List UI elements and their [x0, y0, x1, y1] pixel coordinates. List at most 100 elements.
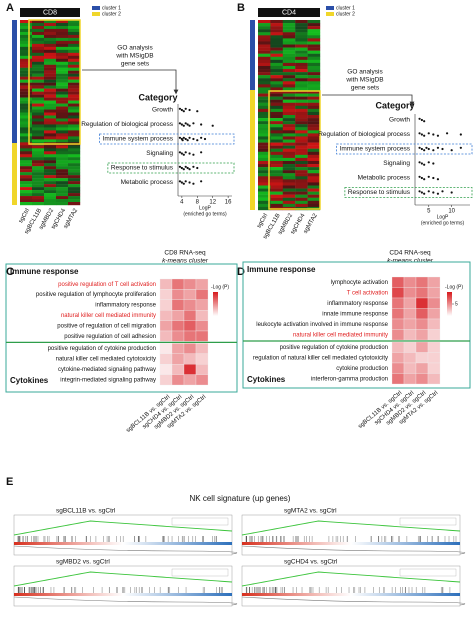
heatmap-cell	[258, 130, 271, 134]
heatmap-cell	[258, 160, 271, 165]
heatmap-cell	[68, 70, 81, 74]
heatmap-cell	[295, 167, 308, 171]
heatmap-cell	[44, 196, 57, 200]
heatmap-cell	[68, 157, 81, 161]
heatmap-cell	[307, 93, 321, 97]
heatmap-cell	[56, 40, 69, 45]
dot	[427, 175, 430, 178]
heatmap-cell	[258, 26, 271, 30]
heatmap-cell	[171, 320, 185, 332]
heatmap-cell	[44, 181, 57, 185]
dot	[182, 110, 185, 113]
heatmap-cell	[270, 65, 283, 70]
heatmap-cell	[282, 96, 296, 100]
heatmap-cell	[195, 278, 209, 290]
heatmap-cell	[258, 170, 271, 174]
heatmap-cell	[403, 276, 417, 288]
heatmap-cell	[295, 127, 308, 131]
heatmap-cell	[427, 362, 441, 374]
category-label: Response to stimulus	[348, 189, 411, 196]
heatmap-cell	[295, 50, 308, 54]
heatmap-cell	[391, 297, 405, 309]
heatmap-cell	[159, 278, 173, 290]
heatmap-cell	[282, 35, 296, 39]
heatmap-cell	[183, 278, 197, 290]
heatmap-cell	[282, 32, 296, 36]
heatmap-cell	[282, 200, 296, 205]
dot	[420, 118, 423, 122]
heatmap-cell	[307, 111, 321, 116]
heatmap-cell	[258, 65, 271, 70]
legend-label: cluster 2	[336, 11, 355, 17]
heatmap-cell	[56, 52, 69, 57]
heatmap-cell	[282, 188, 296, 192]
dot	[200, 123, 203, 126]
heatmap-cell	[32, 133, 45, 137]
heatmap-cell	[44, 184, 57, 188]
heatmap-cell	[20, 97, 33, 101]
heatmap-cell	[20, 76, 33, 80]
heatmap-cell	[258, 87, 271, 91]
heatmap-cell	[258, 194, 271, 198]
dot	[420, 147, 423, 151]
heatmap-cell	[307, 78, 321, 82]
heatmap-cell	[307, 108, 321, 113]
enrichment-curve	[241, 520, 461, 536]
cluster-box	[268, 90, 321, 210]
heatmap-cell	[415, 297, 429, 309]
heatmap-cell	[427, 341, 441, 353]
legend-label: cluster 1	[102, 5, 121, 11]
dot	[423, 178, 426, 181]
heatmap-cell	[307, 194, 321, 198]
heatmap-cell	[68, 40, 81, 45]
heatmap-cell	[295, 69, 308, 73]
panel-label: B	[237, 2, 245, 14]
heatmap-cell	[282, 164, 296, 168]
heatmap-cell	[295, 81, 308, 85]
heatmap-cell	[391, 352, 405, 364]
heatmap-cell	[295, 203, 308, 208]
heatmap-cell	[282, 170, 296, 174]
dot	[192, 153, 195, 156]
heatmap-cell	[56, 67, 69, 71]
heatmap-cell	[282, 173, 296, 177]
heatmap-cell	[403, 308, 417, 320]
heatmap-cell	[282, 118, 296, 122]
heatmap-cell	[68, 196, 81, 200]
heatmap-cell	[20, 136, 33, 140]
heatmap-cell	[44, 79, 57, 83]
heatmap-cell	[32, 127, 45, 131]
heatmap-cell	[295, 182, 308, 186]
category-label: Immune system process	[103, 136, 174, 143]
dot	[182, 136, 185, 139]
heatmap-cell	[270, 197, 283, 202]
heatmap-cell	[32, 199, 45, 203]
heatmap-cell	[68, 145, 81, 149]
heatmap-cell	[32, 184, 45, 188]
heatmap-cell	[68, 49, 81, 54]
heatmap-cell	[403, 352, 417, 364]
heatmap-cell	[20, 61, 33, 65]
heatmap-cell	[307, 182, 321, 186]
row-label: positive regulation of T cell activation	[58, 282, 156, 288]
heatmap-cell	[295, 111, 308, 116]
heatmap-cell	[295, 26, 308, 30]
x-tick-label: 5	[427, 209, 431, 215]
heatmap-cell	[282, 59, 296, 64]
colorbar-tick-label: 5	[455, 301, 458, 307]
heatmap-cell	[68, 25, 81, 30]
heatmap-cell	[56, 139, 69, 143]
heatmap-cell	[295, 90, 308, 94]
row-label: leukocyte activation involved in immune …	[256, 322, 388, 328]
heatmap-cell	[32, 37, 45, 42]
dot	[436, 178, 440, 181]
dot	[436, 134, 440, 137]
heatmap-cell	[68, 88, 81, 92]
heatmap-cell	[282, 111, 296, 116]
heatmap-cell	[32, 58, 45, 62]
cluster-box	[28, 19, 81, 145]
heatmap-cell	[415, 341, 429, 353]
heatmap-cell	[32, 31, 45, 36]
heatmap-cell	[44, 145, 57, 149]
heatmap-cell	[56, 73, 69, 77]
